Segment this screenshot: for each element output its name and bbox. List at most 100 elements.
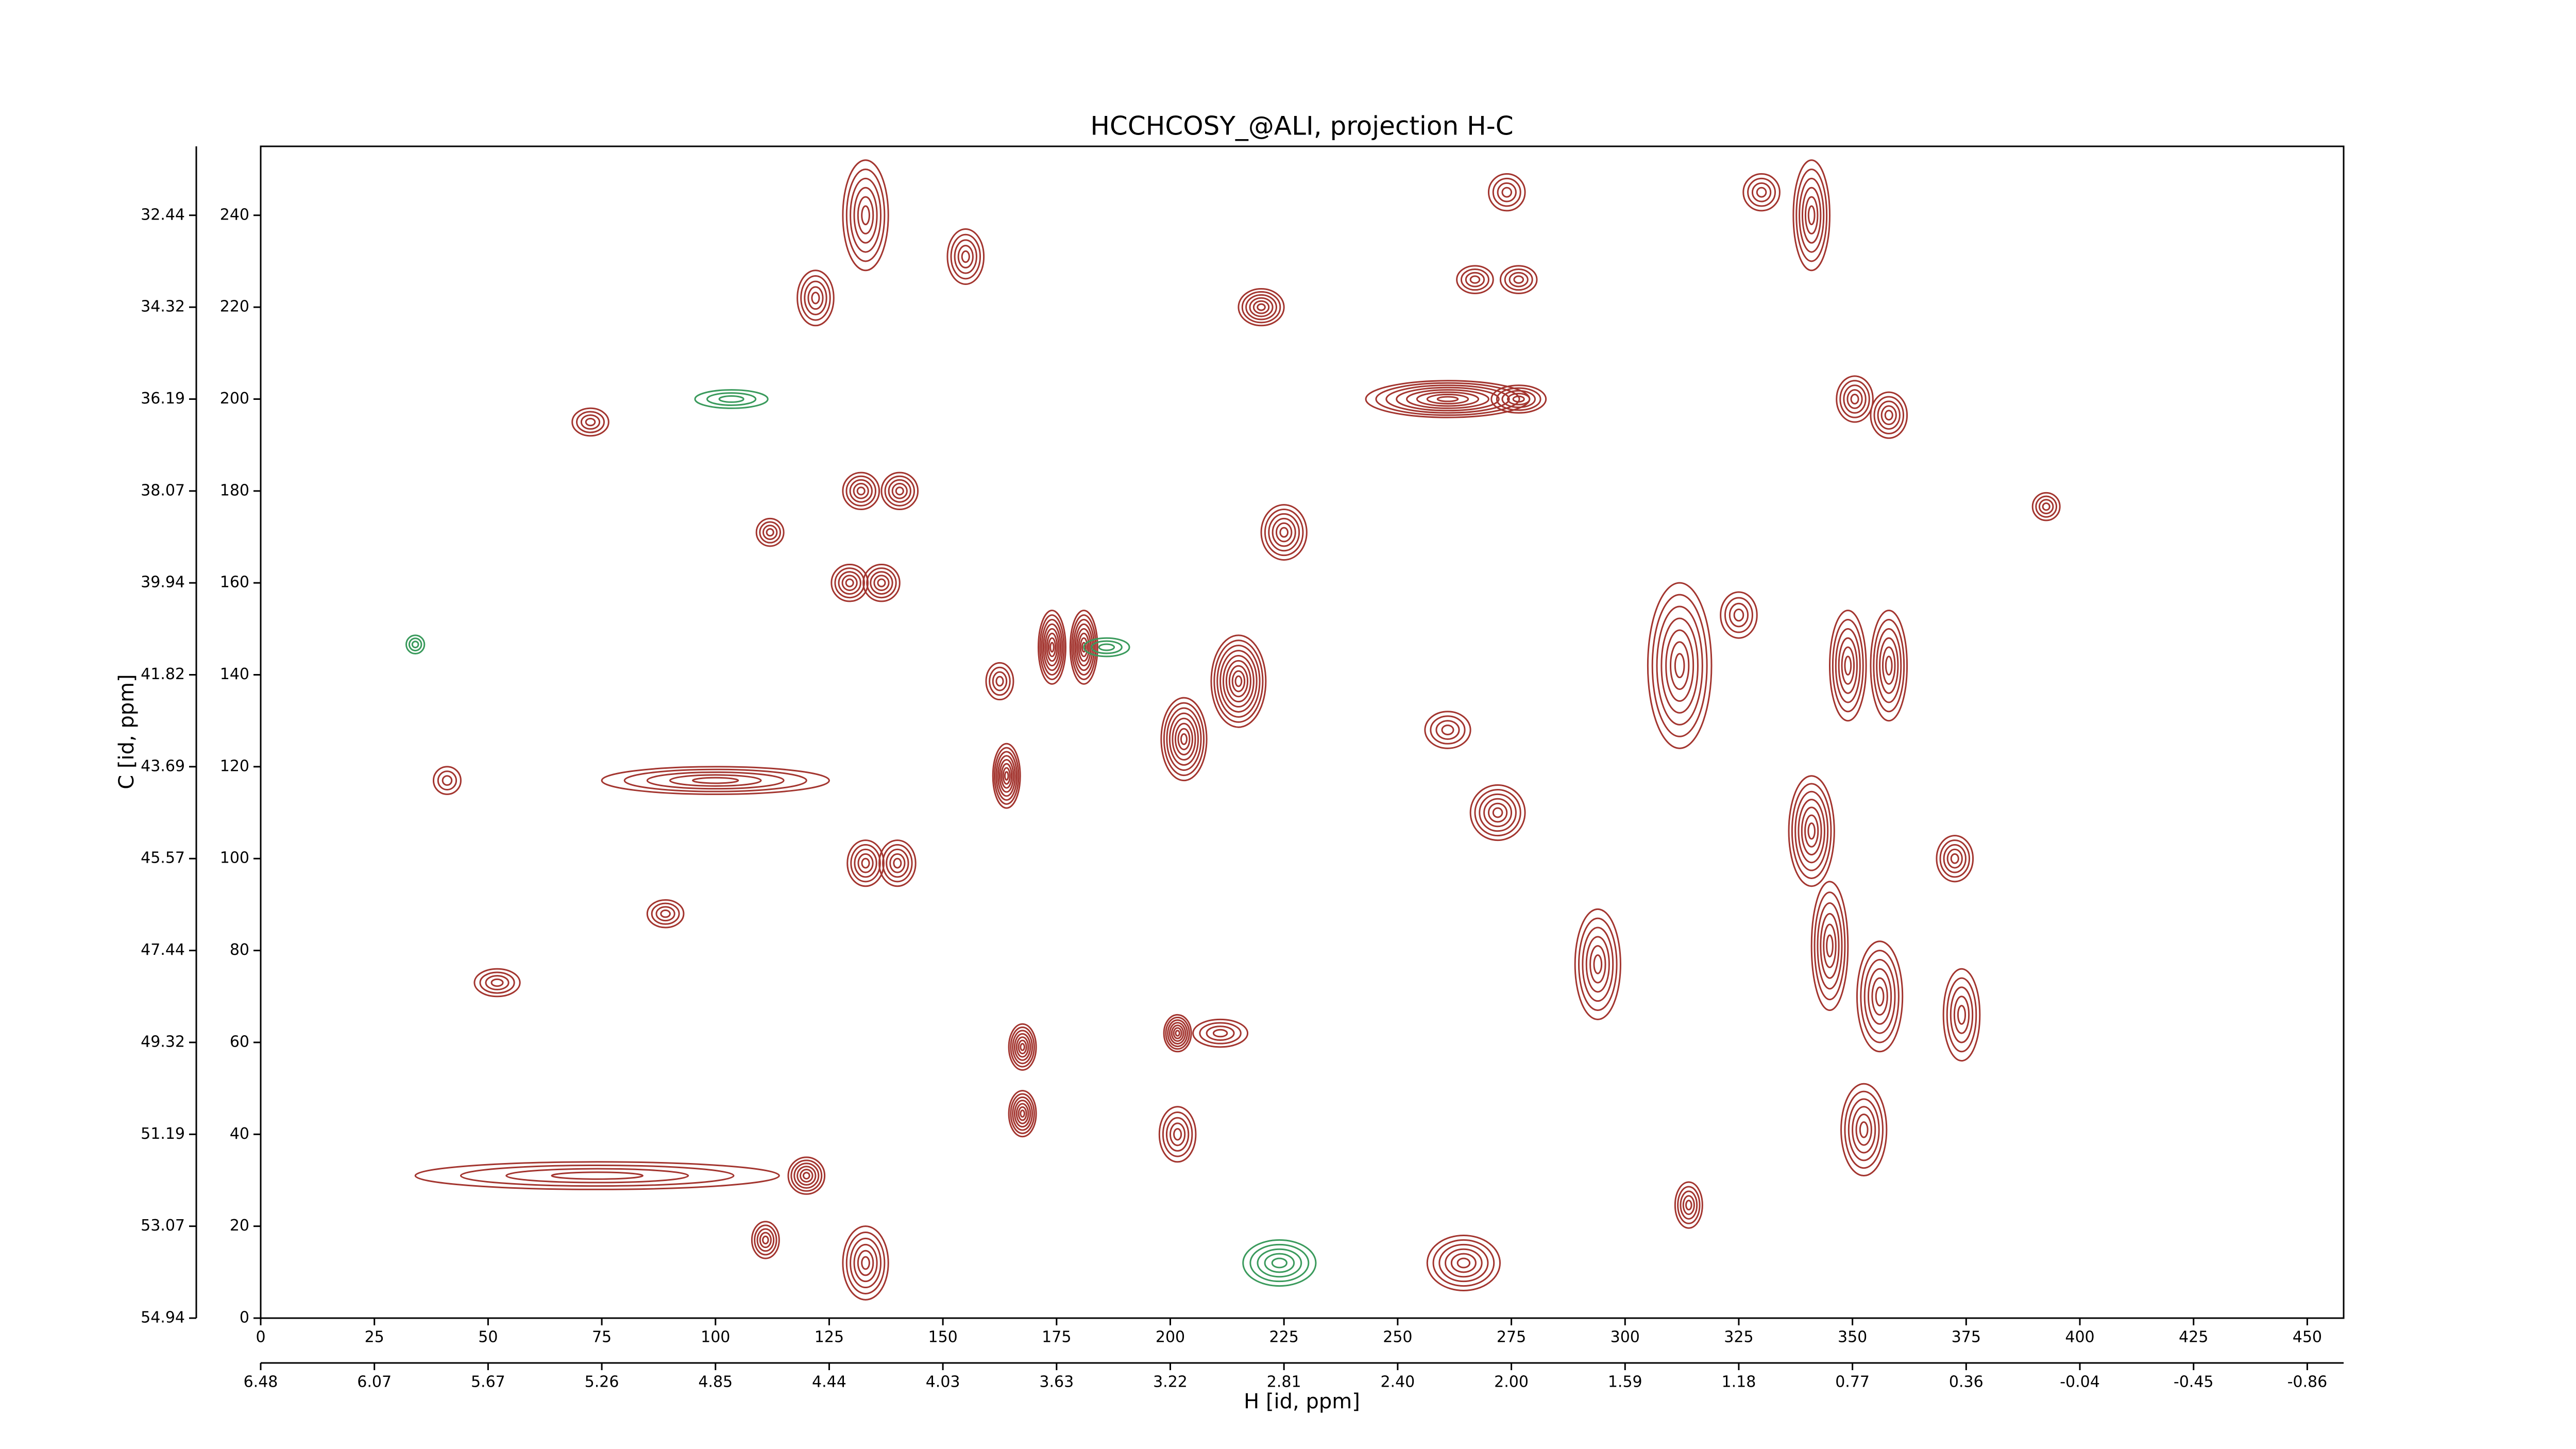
contour-ring [1241, 291, 1281, 324]
contour-ring [1942, 968, 1981, 1062]
contour-ring [411, 641, 419, 649]
contour-ring [1163, 1014, 1192, 1053]
contour-ring [992, 671, 1008, 692]
contour-ring [1245, 294, 1277, 321]
contour-ring [1039, 614, 1065, 680]
contour-ring [1416, 391, 1480, 407]
contour-ring [473, 968, 521, 998]
contour-ring [873, 575, 890, 591]
contour-ring [878, 839, 917, 887]
contour-ring [845, 578, 854, 587]
contour-ring [1044, 628, 1060, 667]
contour-ring [1733, 608, 1744, 622]
contour-ring [755, 517, 785, 547]
contour-ring [793, 1162, 820, 1189]
contour-ring [571, 407, 609, 437]
contour-ring [1216, 645, 1261, 718]
contour-ring [1879, 637, 1899, 694]
contour-ring [1720, 591, 1758, 639]
contour-ring [1010, 1026, 1035, 1068]
contour-ring [1013, 1033, 1031, 1061]
contour-ring [1426, 1234, 1501, 1291]
contour-ring [660, 909, 671, 918]
contour-ring [1799, 177, 1825, 253]
contour-ring [1177, 728, 1191, 750]
contour-ring [1166, 707, 1202, 771]
contour-ring [655, 906, 675, 922]
contour-ring [961, 250, 970, 263]
contour-ring [1046, 632, 1058, 662]
contour-ring [1163, 702, 1205, 777]
contour-ring [1158, 1106, 1197, 1163]
contour-ring [2042, 502, 2050, 511]
contour-ring [1257, 1248, 1302, 1278]
contour-ring [1492, 177, 1521, 207]
contour-ring [1168, 712, 1199, 766]
contour-ring [1946, 977, 1977, 1053]
contour-ring [1492, 807, 1503, 818]
contour-ring [1795, 169, 1828, 262]
contour-ring [1460, 268, 1489, 291]
contour-ring [646, 771, 785, 790]
contour-ring [1015, 1103, 1029, 1124]
contour-ring [1863, 958, 1896, 1034]
contour-ring [1870, 610, 1908, 722]
contour-ring [1875, 986, 1885, 1007]
x2-tick-label: 2.00 [1494, 1373, 1529, 1391]
contour-ring [1807, 205, 1816, 226]
contour-ring [1873, 619, 1905, 713]
x-tick-label: 25 [365, 1328, 384, 1346]
y-tick-label: 20 [230, 1217, 249, 1235]
contour-ring [845, 169, 886, 262]
contour-ring [1839, 380, 1870, 418]
contour-ring [1180, 733, 1188, 745]
contour-ring [1079, 637, 1088, 658]
x-tick-label: 225 [1269, 1328, 1299, 1346]
contour-ring [1192, 1018, 1249, 1048]
contour-ring [1794, 790, 1829, 871]
contour-ring [1512, 395, 1525, 403]
contour-ring [754, 1224, 777, 1256]
x2-tick-label: -0.04 [2060, 1373, 2100, 1391]
contour-ring [1222, 654, 1255, 708]
contour-ring [1173, 1027, 1182, 1039]
contour-ring [1885, 655, 1893, 676]
contour-ring [1823, 923, 1837, 968]
contour-ring [1859, 1121, 1869, 1138]
contour-ring [405, 634, 426, 655]
contour-ring [1172, 717, 1196, 761]
contour-ring [1165, 1117, 1190, 1152]
contour-ring [889, 853, 906, 873]
x-tick-label: 50 [478, 1328, 498, 1346]
contour-ring [1074, 623, 1093, 671]
contour-ring [1375, 382, 1520, 416]
x-tick-label: 275 [1497, 1328, 1526, 1346]
contour-ring [1674, 1181, 1703, 1229]
contour-ring [408, 637, 422, 652]
contour-ring [1840, 1083, 1888, 1177]
y-tick-label: 240 [220, 206, 249, 224]
contour-ring [866, 567, 897, 599]
contour-ring [1047, 637, 1057, 658]
contour-ring [1656, 605, 1703, 726]
contour-ring [1098, 643, 1115, 651]
contour-ring [884, 475, 916, 507]
contour-ring [1272, 517, 1296, 547]
contour-ring [1206, 1025, 1235, 1041]
contour-ring [787, 1156, 826, 1195]
contour-ring [1483, 798, 1513, 828]
contour-ring [800, 275, 831, 321]
y-tick-label: 100 [220, 849, 249, 867]
plot-frame [260, 145, 2345, 1319]
contour-ring [1175, 1030, 1180, 1037]
y-tick-label: 140 [220, 665, 249, 683]
contour-ring [1069, 610, 1098, 685]
contour-ring [957, 245, 974, 268]
contour-ring [759, 521, 782, 544]
contour-ring [1168, 1022, 1187, 1044]
contour-ring [1593, 954, 1603, 974]
contour-ring [796, 1166, 817, 1186]
contour-ring [1682, 1195, 1695, 1215]
contour-ring [1234, 675, 1243, 687]
